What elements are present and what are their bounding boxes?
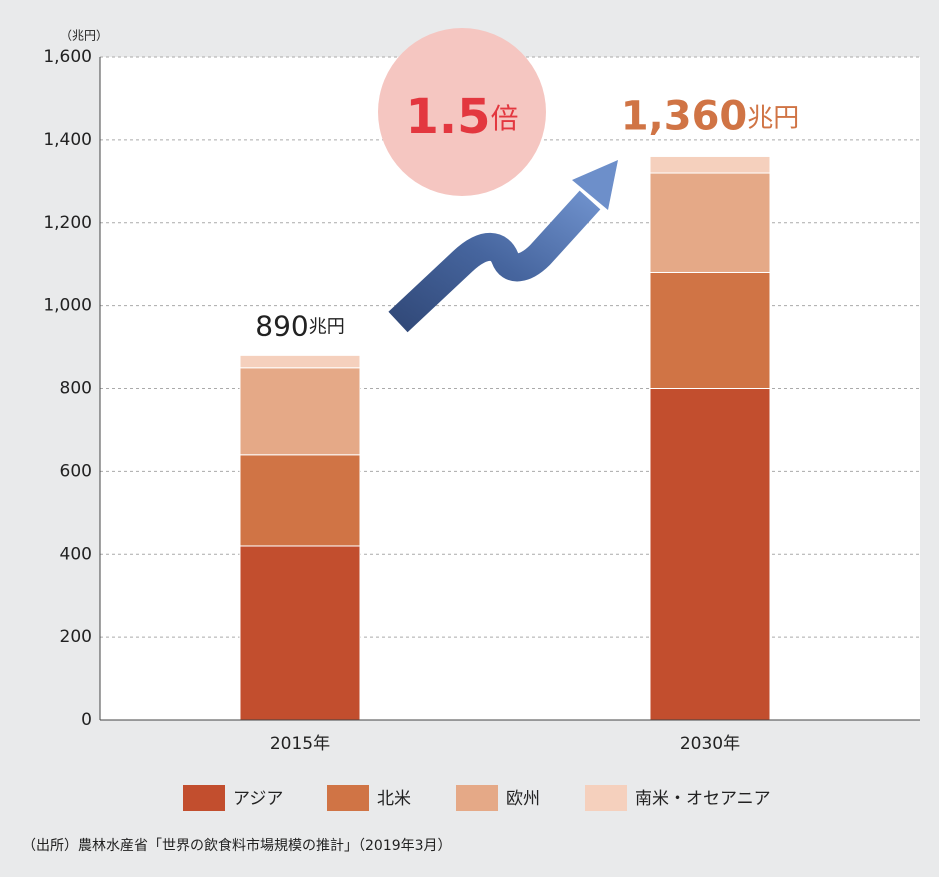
legend-swatch — [456, 785, 498, 811]
total-label: 890兆円 — [255, 309, 344, 342]
legend-swatch — [327, 785, 369, 811]
bar-segment — [649, 388, 771, 721]
bars — [239, 155, 771, 721]
bar-segment — [649, 271, 771, 390]
bar-segment — [239, 545, 361, 721]
legend-swatch — [183, 785, 225, 811]
y-tick-label: 1,200 — [43, 213, 92, 233]
legend-label: 北米 — [377, 789, 411, 809]
total-value: 1,360 — [621, 93, 748, 139]
y-tick-label: 200 — [60, 627, 92, 647]
bar-segment — [239, 354, 361, 369]
bar-segment — [239, 454, 361, 547]
growth-arrow — [388, 190, 601, 333]
y-tick-label: 400 — [60, 544, 92, 564]
multiplier-circle — [378, 28, 546, 196]
source-note: （出所）農林水産省「世界の飲食料市場規模の推計」（2019年3月） — [22, 837, 452, 854]
total-label: 1,360兆円 — [621, 93, 800, 139]
legend-label: 南米・オセアニア — [635, 789, 771, 809]
y-tick-label: 800 — [60, 379, 92, 399]
total-value: 890 — [255, 309, 308, 342]
legend-label: アジア — [233, 789, 283, 809]
bar-segment — [649, 155, 771, 174]
x-tick-label: 2030年 — [680, 734, 740, 754]
bar-segment — [239, 367, 361, 456]
multiplier-label: 1.5倍 — [405, 89, 518, 145]
legend: アジア 北米 欧州 南米・オセアニア — [183, 785, 771, 811]
y-tick-label: 1,400 — [43, 130, 92, 150]
total-unit: 兆円 — [747, 103, 799, 133]
legend-swatch — [585, 785, 627, 811]
bar-segment — [649, 172, 771, 273]
y-tick-label: 0 — [81, 710, 92, 730]
y-tick-label: 1,000 — [43, 296, 92, 316]
total-unit: 兆円 — [309, 316, 345, 337]
y-tick-label: 1,600 — [43, 47, 92, 67]
x-tick-label: 2015年 — [270, 734, 330, 754]
growth-arrow-head — [572, 160, 618, 210]
y-tick-label: 600 — [60, 461, 92, 481]
legend-label: 欧州 — [506, 789, 540, 809]
y-unit-label: （兆円） — [60, 29, 108, 43]
